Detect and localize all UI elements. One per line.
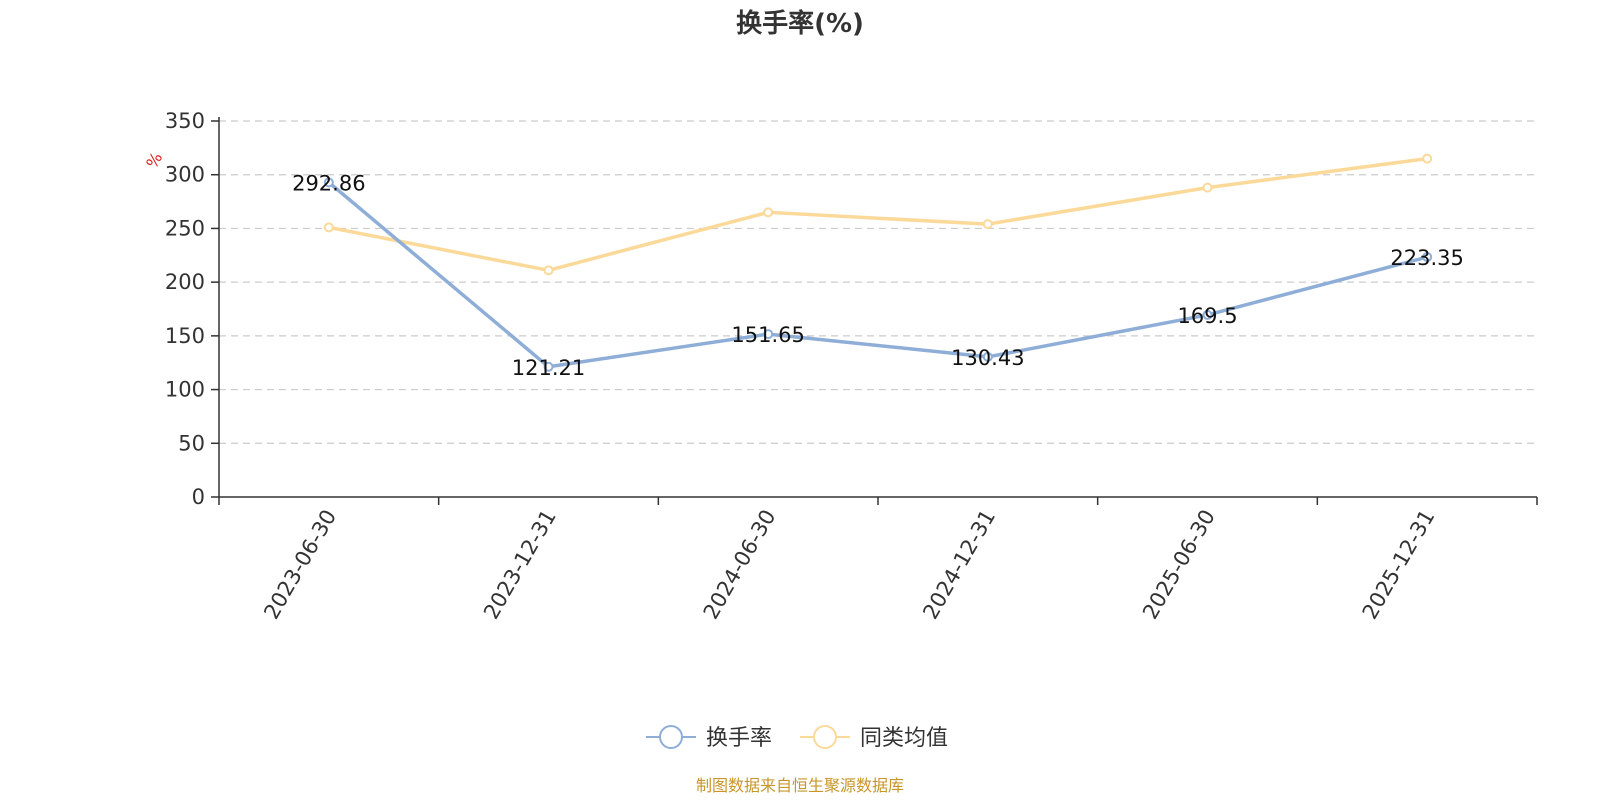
legend-marker [813, 725, 837, 749]
data-point-0[interactable] [323, 177, 334, 188]
data-label: 121.21 [512, 356, 585, 380]
series-line-0 [327, 181, 1428, 369]
y-tick-label: 300 [165, 163, 205, 187]
data-point-0[interactable] [543, 361, 554, 372]
y-axis-unit: % [142, 149, 166, 172]
data-point-1[interactable] [323, 222, 334, 233]
y-tick-label: 150 [165, 324, 205, 348]
data-label: 223.35 [1390, 246, 1463, 270]
data-point-1[interactable] [543, 265, 554, 276]
x-tick-label: 2025-06-30 [1138, 506, 1220, 624]
y-tick-label: 200 [165, 270, 205, 294]
y-tick-label: 350 [165, 109, 205, 133]
x-tick-label: 2025-12-31 [1358, 506, 1440, 624]
legend-item-0[interactable]: 换手率 [646, 725, 772, 751]
source-note: 制图数据来自恒生聚源数据库 [696, 776, 904, 795]
data-label-layer: 292.86 121.21 151.65 130.43 169.5 223.35 [292, 171, 1464, 379]
data-point-1[interactable] [763, 207, 774, 218]
x-tick-label: 2023-06-30 [259, 506, 341, 624]
legend[interactable]: 换手率 同类均值 [646, 725, 948, 751]
series-layer [323, 153, 1433, 372]
y-tick-label: 50 [178, 431, 205, 455]
data-label: 292.86 [292, 171, 365, 195]
data-point-0[interactable] [1202, 309, 1213, 320]
data-label: 130.43 [951, 346, 1024, 370]
data-point-0[interactable] [763, 329, 774, 340]
x-tick-label: 2023-12-31 [479, 506, 561, 624]
legend-label: 同类均值 [860, 726, 948, 751]
series-line-1 [328, 156, 1428, 273]
data-label: 151.65 [731, 323, 804, 347]
data-label: 169.5 [1177, 304, 1237, 328]
x-tick-label: 2024-12-31 [918, 506, 1000, 624]
legend-label: 换手率 [706, 726, 772, 751]
data-point-0[interactable] [1422, 252, 1433, 263]
data-point-1[interactable] [1422, 153, 1433, 164]
legend-marker [659, 725, 683, 749]
chart-title: 换手率(%) [736, 8, 864, 39]
data-point-1[interactable] [1202, 182, 1213, 193]
data-point-0[interactable] [982, 351, 993, 362]
x-tick-label: 2024-06-30 [699, 506, 781, 624]
data-point-1[interactable] [982, 219, 993, 230]
y-tick-label: 250 [165, 216, 205, 240]
legend-item-1[interactable]: 同类均值 [800, 725, 948, 751]
axis-layer: 0 50 100 150 200 250 300 350 2023-06-30 2023-12-3… [165, 109, 1538, 624]
y-tick-label: 0 [192, 485, 205, 509]
y-tick-label: 100 [165, 378, 205, 402]
